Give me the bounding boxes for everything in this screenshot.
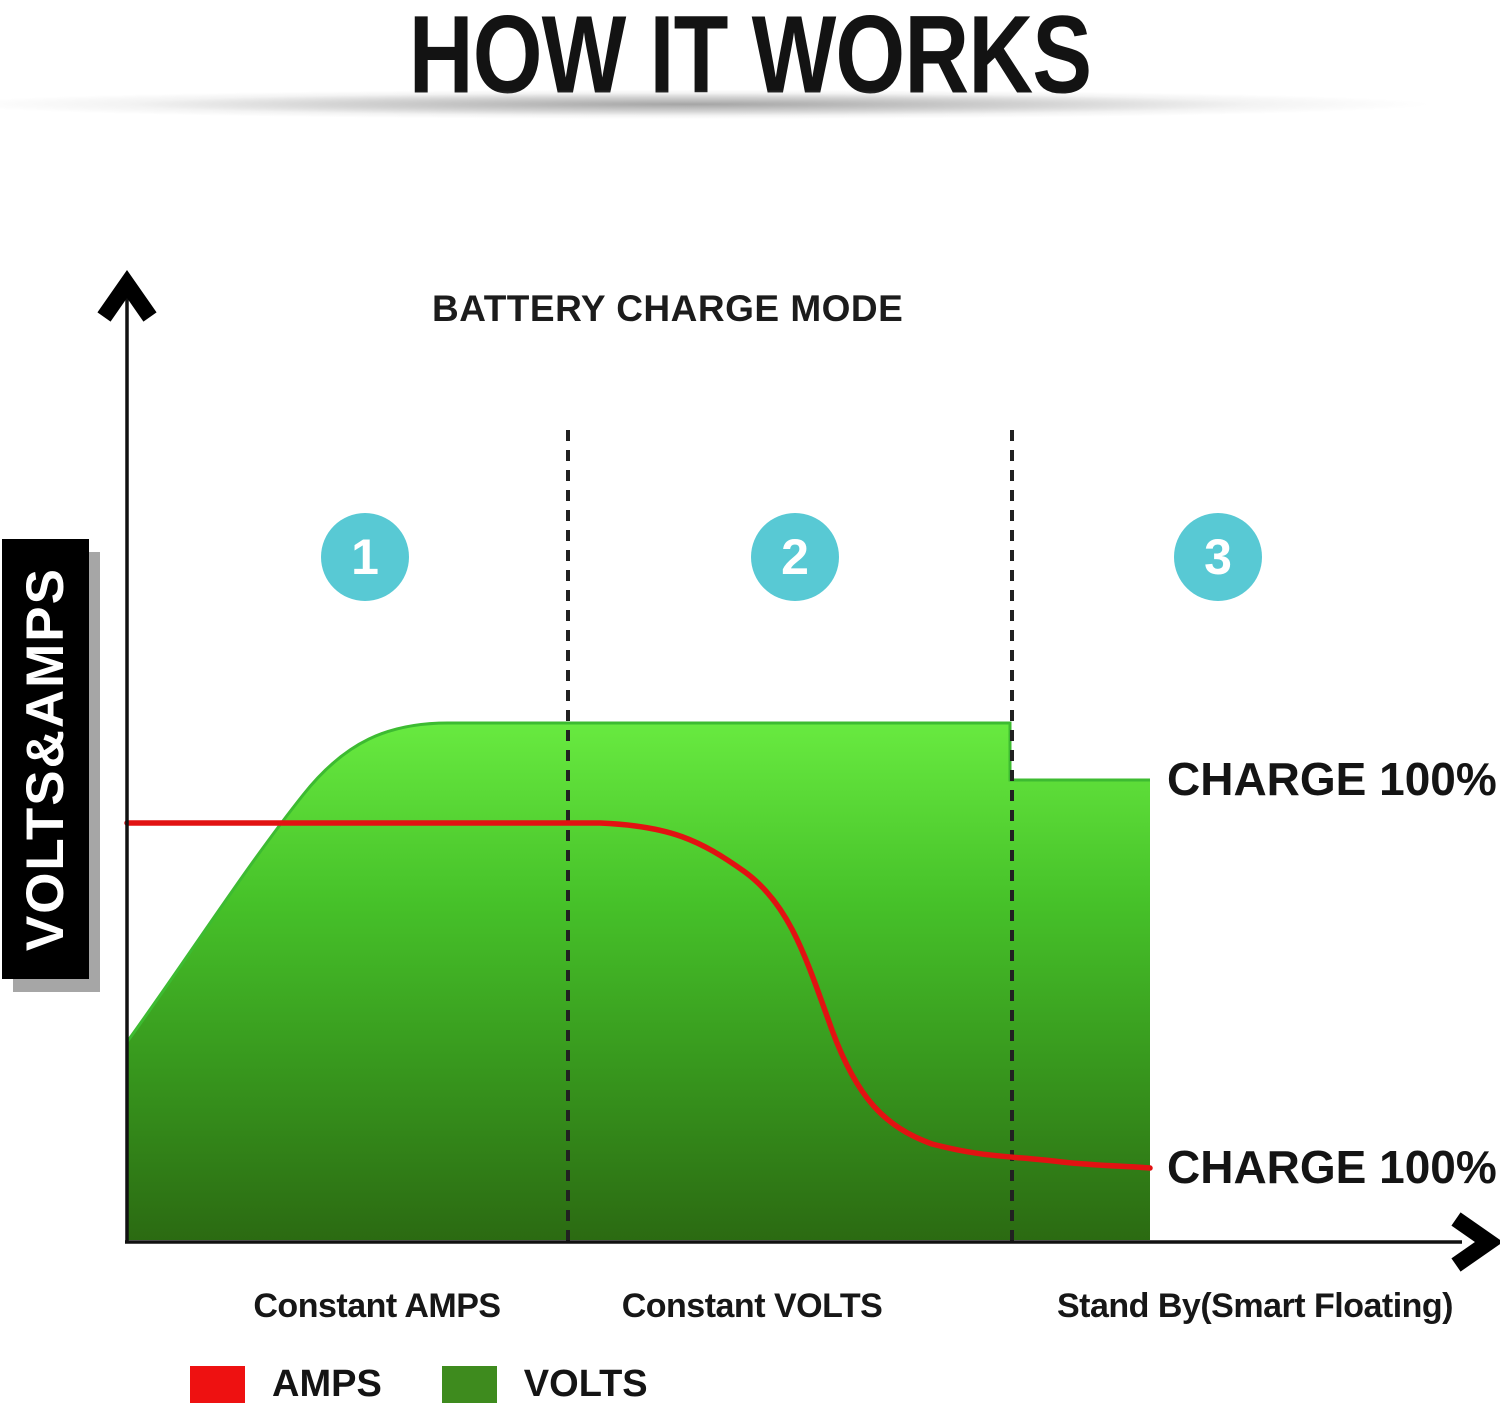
legend-label-volts: VOLTS bbox=[523, 1363, 648, 1405]
chart-title: BATTERY CHARGE MODE bbox=[432, 288, 904, 329]
phase-badge-1: 1 bbox=[321, 513, 409, 601]
legend: AMPS VOLTS bbox=[190, 1363, 648, 1406]
phase-number-1: 1 bbox=[351, 529, 379, 585]
charge-100-bottom-label: CHARGE 100% bbox=[1167, 1141, 1497, 1193]
y-axis-label-box: VOLTS&AMPS bbox=[2, 539, 89, 979]
x-axis-arrow-icon bbox=[1451, 1212, 1500, 1272]
phase-number-3: 3 bbox=[1204, 529, 1232, 585]
phase-badge-3: 3 bbox=[1174, 513, 1262, 601]
amps-swatch-icon bbox=[190, 1366, 245, 1403]
legend-item-volts: VOLTS bbox=[441, 1363, 648, 1406]
charge-100-top-label: CHARGE 100% bbox=[1167, 753, 1497, 805]
y-axis-arrow-icon bbox=[97, 270, 157, 322]
amps-line bbox=[124, 820, 1153, 1171]
volts-area-edge bbox=[125, 721, 1150, 1043]
title-shadow bbox=[0, 90, 1500, 124]
x-label-stand-by: Stand By(Smart Floating) bbox=[1056, 1287, 1454, 1325]
volts-area bbox=[127, 723, 1150, 1240]
x-label-constant-amps: Constant AMPS bbox=[253, 1287, 501, 1325]
x-label-constant-volts: Constant VOLTS bbox=[621, 1287, 883, 1325]
phase-badge-2: 2 bbox=[751, 513, 839, 601]
legend-label-amps: AMPS bbox=[272, 1363, 382, 1405]
volts-swatch-icon bbox=[441, 1366, 497, 1403]
phase-number-2: 2 bbox=[781, 529, 809, 585]
legend-item-amps: AMPS bbox=[190, 1363, 382, 1406]
y-axis-label: VOLTS&AMPS bbox=[16, 566, 75, 952]
